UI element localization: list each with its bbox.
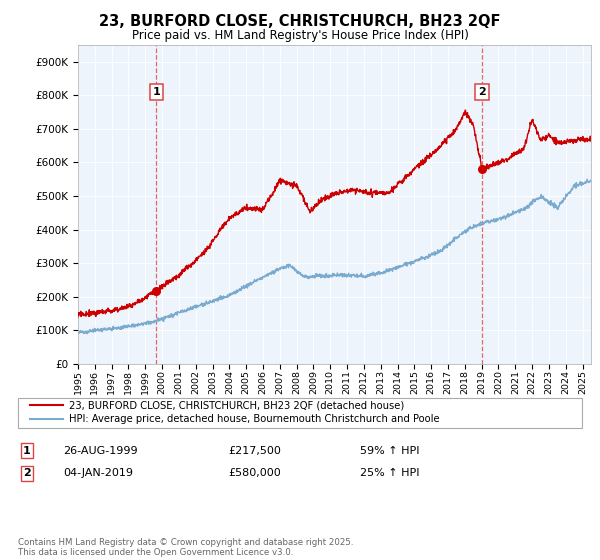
Text: £217,500: £217,500 <box>228 446 281 456</box>
Text: Contains HM Land Registry data © Crown copyright and database right 2025.
This d: Contains HM Land Registry data © Crown c… <box>18 538 353 557</box>
Text: 23, BURFORD CLOSE, CHRISTCHURCH, BH23 2QF: 23, BURFORD CLOSE, CHRISTCHURCH, BH23 2Q… <box>99 14 501 29</box>
Text: 23, BURFORD CLOSE, CHRISTCHURCH, BH23 2QF (detached house): 23, BURFORD CLOSE, CHRISTCHURCH, BH23 2Q… <box>69 400 404 410</box>
Text: Price paid vs. HM Land Registry's House Price Index (HPI): Price paid vs. HM Land Registry's House … <box>131 29 469 42</box>
Text: 1: 1 <box>23 446 31 456</box>
Text: 25% ↑ HPI: 25% ↑ HPI <box>360 468 419 478</box>
Text: £580,000: £580,000 <box>228 468 281 478</box>
Text: 26-AUG-1999: 26-AUG-1999 <box>63 446 137 456</box>
Text: 59% ↑ HPI: 59% ↑ HPI <box>360 446 419 456</box>
Text: HPI: Average price, detached house, Bournemouth Christchurch and Poole: HPI: Average price, detached house, Bour… <box>69 414 440 423</box>
Text: 2: 2 <box>23 468 31 478</box>
Text: 1: 1 <box>152 87 160 97</box>
Text: 2: 2 <box>478 87 486 97</box>
Text: 04-JAN-2019: 04-JAN-2019 <box>63 468 133 478</box>
